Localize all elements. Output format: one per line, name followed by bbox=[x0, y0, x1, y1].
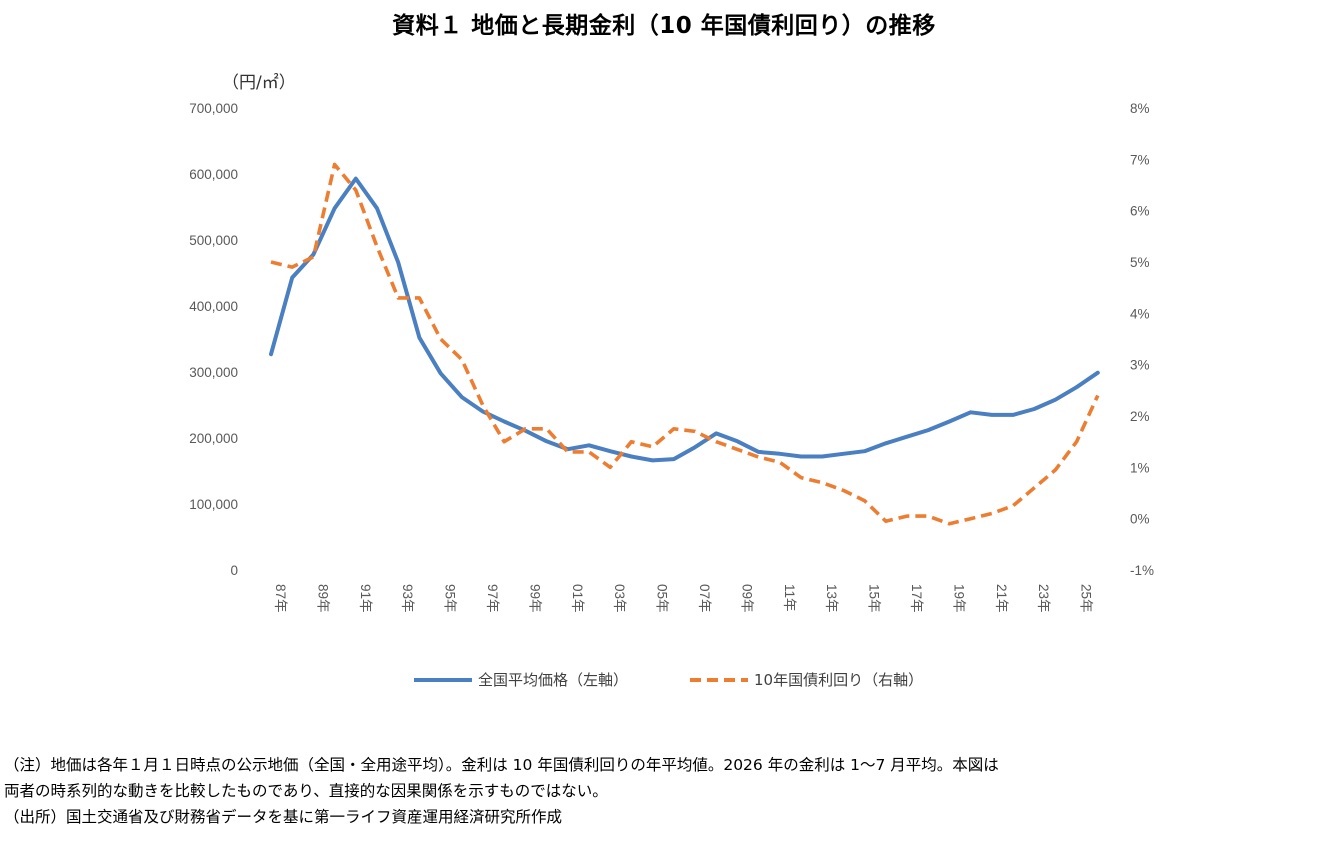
bond-yield-series-line bbox=[270, 162, 1100, 526]
x-tick-label: 25年 bbox=[1079, 584, 1094, 613]
x-tick-label: 87年 bbox=[273, 584, 288, 613]
x-tick-label: 19年 bbox=[951, 584, 966, 613]
x-tick-label: 11年 bbox=[782, 584, 797, 612]
right-tick-label: 2% bbox=[1130, 409, 1150, 424]
legend-label: 全国平均価格（左軸） bbox=[478, 671, 628, 689]
x-tick-label: 21年 bbox=[994, 584, 1009, 613]
right-tick-label: 3% bbox=[1130, 358, 1150, 373]
right-tick-label: 6% bbox=[1130, 204, 1150, 219]
x-tick-label: 03年 bbox=[612, 584, 627, 613]
left-tick-label: 300,000 bbox=[189, 365, 238, 380]
x-axis: 87年 89年 91年 93年 95年 97年 99年 01年 03年 05年 07年 09年 11年 1… bbox=[273, 584, 1094, 613]
x-tick-label: 15年 bbox=[867, 584, 882, 613]
x-tick-label: 93年 bbox=[400, 584, 415, 613]
x-tick-label: 89年 bbox=[315, 584, 330, 613]
x-tick-label: 13年 bbox=[824, 584, 839, 613]
x-tick-label: 01年 bbox=[570, 584, 585, 613]
right-tick-label: 8% bbox=[1130, 101, 1150, 116]
left-tick-label: 100,000 bbox=[189, 497, 238, 512]
line-chart: （円/㎡） 0 100,000 200,000 300,000 400,000 500,0… bbox=[189, 73, 1154, 689]
legend: 全国平均価格（左軸） 10年国債利回り（右軸） bbox=[414, 671, 923, 689]
left-tick-label: 600,000 bbox=[189, 167, 238, 182]
footnotes: （注）地価は各年１月１日時点の公示地価（全国・全用途平均）。金利は 10 年国債… bbox=[4, 752, 1326, 830]
plot-area bbox=[269, 162, 1100, 526]
note-line: （注）地価は各年１月１日時点の公示地価（全国・全用途平均）。金利は 10 年国債… bbox=[4, 756, 999, 774]
right-tick-label: -1% bbox=[1130, 563, 1154, 578]
x-tick-label: 99年 bbox=[527, 584, 542, 613]
right-tick-label: 4% bbox=[1130, 306, 1150, 321]
x-tick-label: 95年 bbox=[443, 584, 458, 613]
left-axis: 0 100,000 200,000 300,000 400,000 500,000 600,… bbox=[189, 101, 238, 578]
x-tick-label: 09年 bbox=[739, 584, 754, 613]
x-tick-label: 23年 bbox=[1036, 584, 1051, 613]
left-tick-label: 700,000 bbox=[189, 101, 238, 116]
x-tick-label: 91年 bbox=[358, 584, 373, 613]
right-tick-label: 7% bbox=[1130, 152, 1150, 167]
note-line: 両者の時系列的な動きを比較したものであり、直接的な因果関係を示すものではない。 bbox=[4, 782, 608, 800]
right-tick-label: 0% bbox=[1130, 512, 1150, 527]
left-tick-label: 400,000 bbox=[189, 299, 238, 314]
legend-label: 10年国債利回り（右軸） bbox=[754, 671, 923, 689]
left-tick-label: 500,000 bbox=[189, 233, 238, 248]
right-tick-label: 1% bbox=[1130, 460, 1150, 475]
right-axis: -1% 0% 1% 2% 3% 4% 5% 6% 7% 8% bbox=[1130, 101, 1154, 578]
land-price-series-line bbox=[269, 176, 1100, 463]
right-tick-label: 5% bbox=[1130, 255, 1150, 270]
x-tick-label: 17年 bbox=[909, 584, 924, 613]
x-tick-label: 05年 bbox=[655, 584, 670, 613]
x-tick-label: 97年 bbox=[485, 584, 500, 613]
x-tick-label: 07年 bbox=[697, 584, 712, 613]
source-line: （出所）国土交通省及び財務省データを基に第一ライフ資産運用経済研究所作成 bbox=[4, 808, 563, 826]
left-tick-label: 0 bbox=[230, 563, 238, 578]
left-axis-unit: （円/㎡） bbox=[222, 73, 296, 93]
left-tick-label: 200,000 bbox=[189, 431, 238, 446]
chart-title: 資料１ 地価と長期金利（10 年国債利回り）の推移 bbox=[392, 13, 936, 39]
